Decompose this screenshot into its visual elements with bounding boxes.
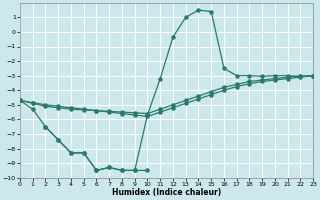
X-axis label: Humidex (Indice chaleur): Humidex (Indice chaleur) <box>112 188 221 197</box>
